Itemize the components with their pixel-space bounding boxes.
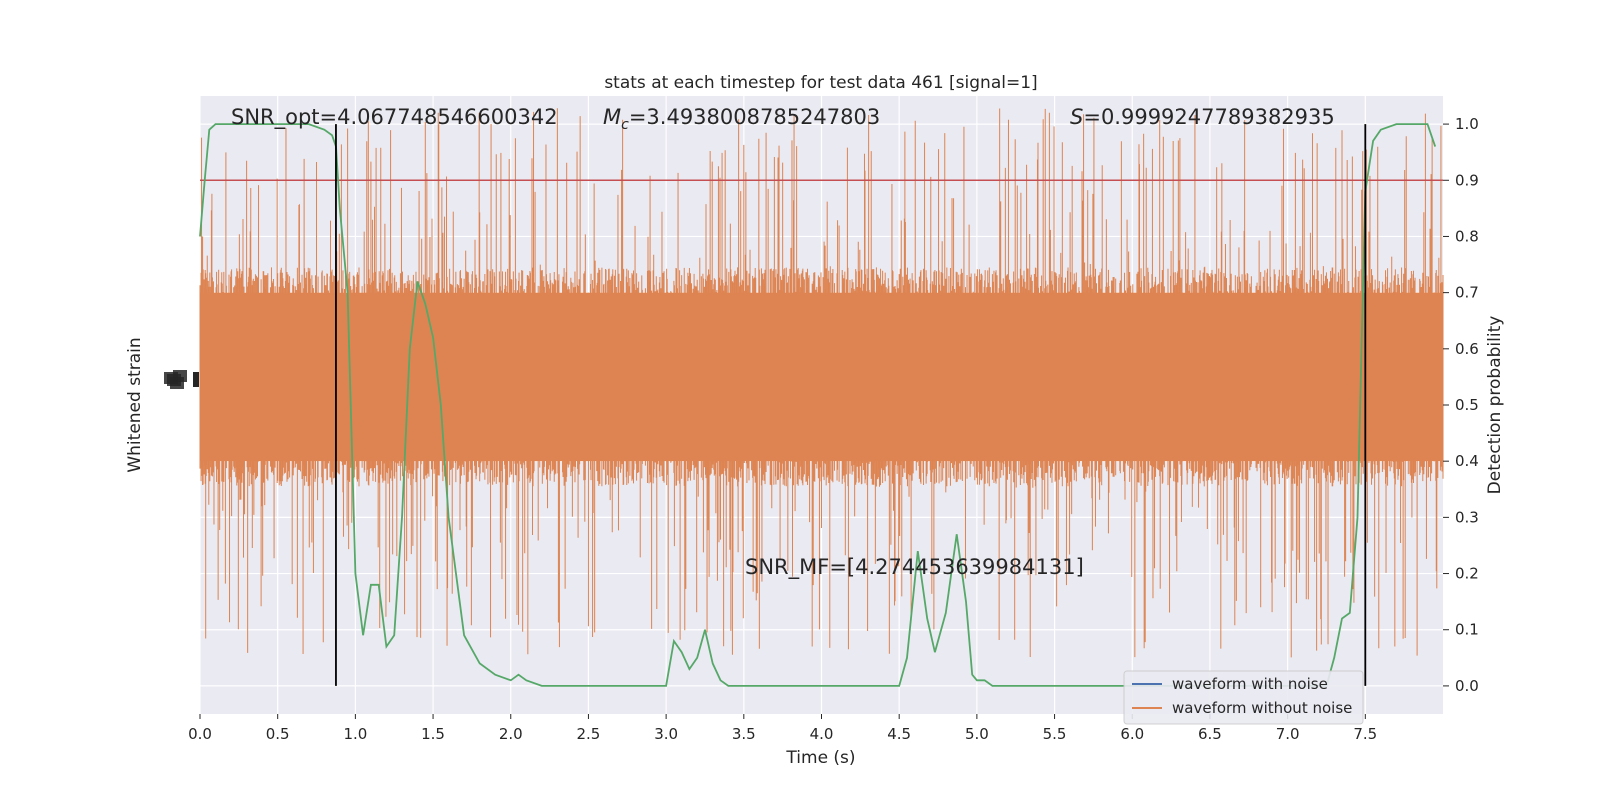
x-tick-label: 4.5 xyxy=(887,725,911,743)
left-axis-title: Whitened strain xyxy=(125,337,145,472)
x-tick-label: 2.0 xyxy=(499,725,523,743)
legend-label-with-noise: waveform with noise xyxy=(1172,675,1328,693)
x-tick-label: 6.0 xyxy=(1120,725,1144,743)
y-tick-label: 0.8 xyxy=(1455,227,1479,245)
y-tick-label: 0.4 xyxy=(1455,452,1479,470)
y-tick-label: 0.5 xyxy=(1455,396,1479,414)
y-tick-label: 1.0 xyxy=(1455,115,1479,133)
legend-box xyxy=(1123,670,1364,725)
x-tick-label: 3.0 xyxy=(654,725,678,743)
y-tick-label: 0.2 xyxy=(1455,565,1479,583)
right-axis-title: Detection probability xyxy=(1485,316,1505,495)
y-tick-label: 0.1 xyxy=(1455,621,1479,639)
annotation-s: S=0.9999247789382935 xyxy=(1070,105,1335,129)
x-tick-label: 1.5 xyxy=(421,725,445,743)
y-tick-label: 0.7 xyxy=(1455,284,1479,302)
left-axis-ticks xyxy=(164,370,199,389)
y-tick-label: 0.0 xyxy=(1455,677,1479,695)
annotation-s-value: =0.9999247789382935 xyxy=(1083,105,1334,129)
annotation-mc-subscript: c xyxy=(621,117,629,133)
vertical-markers xyxy=(335,124,1367,686)
noise-waveform xyxy=(199,108,1444,658)
annotation-mc: Mc=3.4938008785247803 xyxy=(603,105,880,133)
x-axis-ticks: 0.0 0.5 1.0 1.5 2.0 2.5 3.0 3.5 4.0 4.5 5.0 5.5 6.0 6… xyxy=(188,714,1377,743)
y-tick-label: 0.6 xyxy=(1455,340,1479,358)
x-tick-label: 5.0 xyxy=(965,725,989,743)
annotation-mc-symbol: M xyxy=(603,105,621,129)
left-tick-label-overlap xyxy=(173,370,187,382)
x-tick-label: 2.5 xyxy=(577,725,601,743)
annotation-s-symbol: S xyxy=(1070,105,1083,129)
x-tick-label: 3.5 xyxy=(732,725,756,743)
x-tick-label: 1.0 xyxy=(343,725,367,743)
left-tick-mark xyxy=(193,372,199,380)
x-tick-label: 7.0 xyxy=(1276,725,1300,743)
legend: waveform with noise waveform without noi… xyxy=(1123,670,1364,725)
legend-label-without-noise: waveform without noise xyxy=(1172,699,1352,717)
x-tick-label: 0.0 xyxy=(188,725,212,743)
noise-band-core xyxy=(200,292,1443,462)
left-tick-mark xyxy=(193,379,199,387)
x-axis-title: Time (s) xyxy=(785,748,855,768)
annotation-snr-mf: SNR_MF=[4.274453639984131] xyxy=(745,555,1084,580)
chart-title: stats at each timestep for test data 461… xyxy=(604,73,1037,93)
annotation-mc-value: =3.4938008785247803 xyxy=(629,105,880,129)
y-tick-label: 0.9 xyxy=(1455,171,1479,189)
x-tick-label: 5.5 xyxy=(1043,725,1067,743)
right-axis-ticks: 0.0 0.1 0.2 0.3 0.4 0.5 0.6 0.7 0.8 0.9 1.0 xyxy=(1443,115,1479,695)
x-tick-label: 0.5 xyxy=(266,725,290,743)
x-tick-label: 6.5 xyxy=(1198,725,1222,743)
annotation-snr-opt: SNR_opt=4.067748546600342 xyxy=(231,105,558,130)
x-tick-label: 7.5 xyxy=(1353,725,1377,743)
x-tick-label: 4.0 xyxy=(810,725,834,743)
y-tick-label: 0.3 xyxy=(1455,508,1479,526)
